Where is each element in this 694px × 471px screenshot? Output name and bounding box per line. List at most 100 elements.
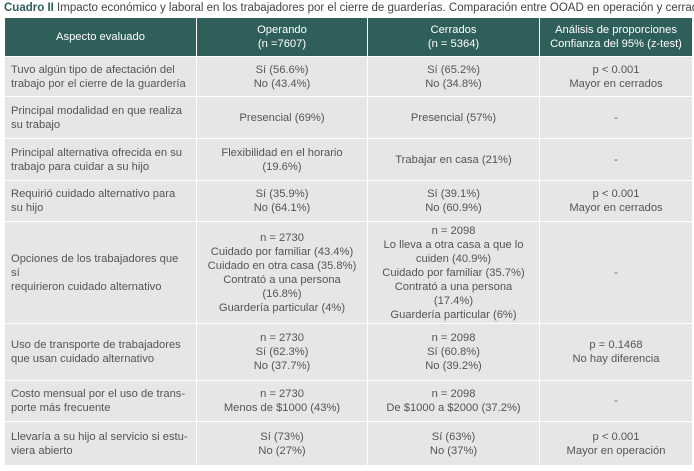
cell: Uso de transporte de trabajadores que usa…: [4, 323, 197, 381]
cell-line: -: [614, 266, 618, 279]
cell: -: [539, 96, 693, 139]
cell: p < 0.001 Mayor en cerrados: [539, 180, 693, 222]
cell-line: p < 0.001: [592, 188, 640, 200]
cell-line: Sí (65.2%): [427, 63, 480, 76]
cell: Sí (35.9%) No (64.1%): [196, 180, 368, 222]
cell-line: Principal alternativa ofrecida en su: [11, 146, 183, 159]
cell-line: n = 2730: [260, 388, 304, 400]
row: Llevaría a su hijo al servicio si estu-v…: [4, 421, 693, 466]
caption: Cuadro II Impacto económico y laboral en…: [4, 2, 694, 14]
cell: p < 0.001 Mayor en operación: [539, 421, 693, 466]
header-row: Aspecto evaluado Operando (n =7607) Cerrado…: [4, 17, 693, 57]
cell-line: Trabajar en casa (21%): [395, 153, 512, 166]
cell-line: n = 2098: [431, 388, 476, 400]
cell-line: trabajo para cuidar a su hijo: [11, 160, 150, 173]
cell: Aspecto evaluado: [4, 17, 197, 57]
cell: Operando (n =7607): [196, 17, 368, 57]
cell: Principal modalidad en que realiza su tra…: [4, 96, 197, 139]
cell-line: Uso de transporte de trabajadores: [11, 339, 181, 351]
cell-line: Guardería particular (6%): [390, 308, 517, 321]
row: Tuvo algún tipo de afectación del trabajo…: [4, 56, 693, 97]
cell-line: De $1000 a $2000 (37.2%): [386, 402, 521, 414]
cell-line: su hijo: [11, 202, 44, 214]
cell: -: [539, 221, 693, 324]
cell: -: [539, 138, 693, 181]
cell: Presencial (69%): [196, 96, 368, 139]
caption-text: Impacto económico y laboral en los traba…: [53, 2, 694, 14]
cell: Cerrados (n = 5364): [367, 17, 540, 57]
caption-label: Cuadro II: [4, 2, 54, 14]
cell-line: Sí (73%): [260, 430, 304, 443]
table-body: Tuvo algún tipo de afectación del trabajo…: [4, 56, 693, 466]
cell-line: Mayor en cerrados: [569, 77, 663, 90]
cell-line: -: [614, 111, 618, 124]
cell: Sí (39.1%) No (60.9%): [367, 180, 540, 222]
cell-line: Guardería particular (4%): [218, 301, 346, 314]
cell-line: Sí (60.8%): [427, 346, 480, 358]
cell-line: No (37.7%): [253, 360, 311, 372]
cell-line: (n =7607): [257, 38, 307, 50]
cell-line: Cerrados: [430, 24, 477, 36]
row: Costo mensual por el uso de trans-porte …: [4, 380, 693, 422]
cell-line: Sí (39.1%): [427, 188, 480, 200]
cell: Tuvo algún tipo de afectación del trabajo…: [4, 56, 197, 97]
cell: n = 2098 Sí (60.8%) No (39.2%): [367, 323, 540, 381]
cell-line: Contrató a una persona (17.4%): [394, 280, 513, 307]
cell: -: [539, 380, 693, 422]
cell-line: porte más frecuente: [11, 402, 111, 414]
cell-line: su trabajo: [11, 118, 61, 131]
cell-line: requirieron cuidado alternativo: [11, 280, 162, 293]
cell-line: -: [614, 395, 618, 407]
cell: Sí (56.6%) No (43.4%): [196, 56, 368, 97]
cell: Sí (65.2%) No (34.8%): [367, 56, 540, 97]
cell: n = 2730 Menos de $1000 (43%): [196, 380, 368, 422]
cell: Trabajar en casa (21%): [367, 138, 540, 181]
cell-line: Mayor en cerrados: [569, 202, 663, 214]
cell-line: Presencial (69%): [239, 111, 325, 124]
cell: Principal alternativa ofrecida en su trab…: [4, 138, 197, 181]
cell-line: trabajo por el cierre de la guardería: [11, 77, 186, 90]
cell-line: Menos de $1000 (43%): [223, 402, 341, 414]
cell-line: Sí (63%): [431, 430, 476, 443]
cell-line: -: [614, 153, 618, 166]
cell: Costo mensual por el uso de trans-porte …: [4, 380, 197, 422]
cell-line: Llevaría a su hijo al servicio si estu-: [11, 430, 188, 443]
cell: Llevaría a su hijo al servicio si estu-v…: [4, 421, 197, 466]
cell: n = 2098 De $1000 a $2000 (37.2%): [367, 380, 540, 422]
cell-line: Requirió cuidado alternativo para: [11, 188, 176, 200]
cell: p < 0.001 Mayor en cerrados: [539, 56, 693, 97]
cell-line: No (39.2%): [425, 360, 482, 372]
cell-line: Operando: [257, 24, 307, 36]
cell-line: que usan cuidado alternativo: [11, 353, 155, 365]
cell: n = 2730 Cuidado por familiar (43.4%) Cuid…: [196, 221, 368, 324]
cell-line: (n = 5364): [427, 38, 480, 50]
cell-line: n = 2098: [431, 224, 476, 237]
cell-line: Análisis de proporciones: [555, 24, 677, 36]
cell-line: Flexibilidad en el horario: [221, 146, 343, 159]
cell-line: n = 2730: [260, 231, 304, 244]
cell-line: Tuvo algún tipo de afectación del: [11, 63, 175, 76]
cell-line: p < 0.001: [592, 430, 640, 443]
cell-line: Aspecto evaluado: [56, 31, 145, 43]
cell-line: Contrató a una persona (16.8%): [223, 273, 341, 300]
cell-line: n = 2730: [260, 332, 304, 344]
cell: Análisis de proporciones Confianza del 95…: [539, 17, 693, 57]
cell-line: Cuidado por familiar (35.7%): [382, 266, 525, 279]
cell: Presencial (57%): [367, 96, 540, 139]
cell-line: p < 0.001: [592, 63, 640, 76]
cell-line: Costo mensual por el uso de trans-: [11, 388, 186, 400]
cell-line: No hay diferencia: [572, 353, 660, 365]
cell-line: Sí (35.9%): [255, 188, 309, 200]
cell-line: (19.6%): [262, 160, 302, 173]
row: Principal alternativa ofrecida en su trab…: [4, 138, 693, 181]
cell-line: No (60.9%): [425, 202, 482, 214]
cell-line: No (27%): [258, 444, 306, 457]
cell-line: viera abierto: [11, 444, 73, 457]
cell: n = 2098 Lo lleva a otra casa a que lo cui…: [367, 221, 540, 324]
cell-line: No (37%): [429, 444, 478, 457]
cell-line: Cuidado por familiar (43.4%): [210, 245, 354, 258]
cell: Flexibilidad en el horario (19.6%): [196, 138, 368, 181]
cell: Requirió cuidado alternativo para su hijo: [4, 180, 197, 222]
row: Opciones de los trabajadores que sí requi…: [4, 221, 693, 324]
